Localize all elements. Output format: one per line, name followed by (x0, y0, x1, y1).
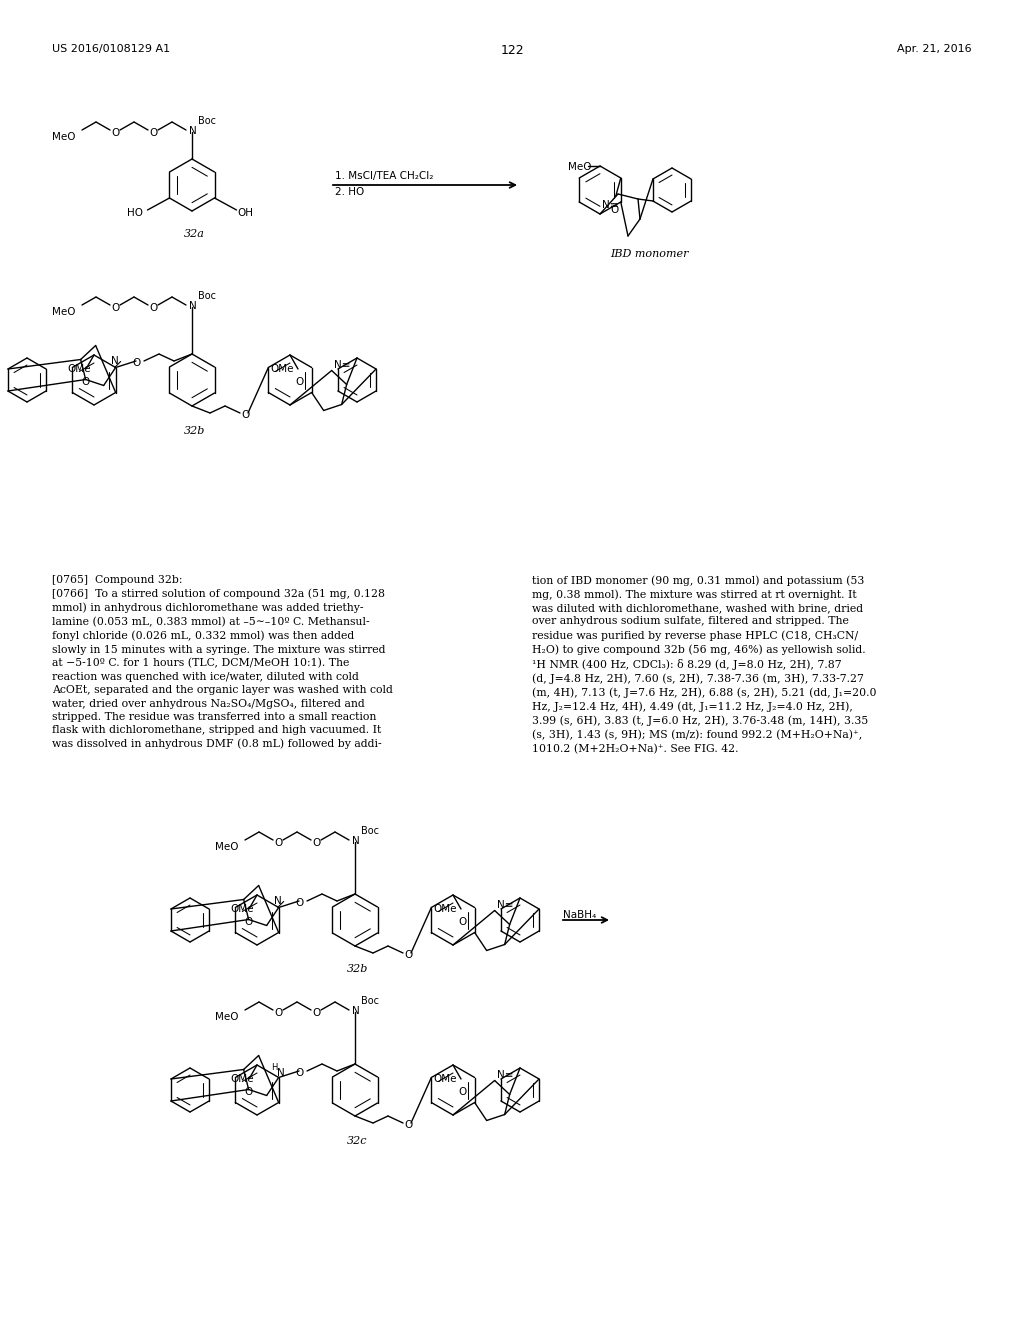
Text: H: H (270, 1064, 278, 1072)
Text: O: O (404, 950, 413, 960)
Text: N: N (273, 895, 282, 906)
Text: [0765]  Compound 32b:
[0766]  To a stirred solution of compound 32a (51 mg, 0.12: [0765] Compound 32b: [0766] To a stirred… (52, 576, 393, 750)
Text: N: N (189, 125, 197, 136)
Text: MeO: MeO (52, 308, 76, 317)
Text: O: O (111, 304, 119, 313)
Text: 122: 122 (500, 44, 524, 57)
Text: NaBH₄: NaBH₄ (563, 909, 596, 920)
Text: OMe: OMe (68, 364, 91, 375)
Text: IBD monomer: IBD monomer (610, 249, 688, 259)
Text: N: N (276, 1068, 285, 1077)
Text: O: O (458, 1086, 466, 1097)
Text: O: O (150, 304, 158, 313)
Text: O: O (274, 838, 283, 847)
Text: N: N (189, 301, 197, 312)
Text: O: O (312, 838, 321, 847)
Text: O: O (132, 358, 140, 368)
Text: OMe: OMe (230, 1074, 254, 1085)
Text: US 2016/0108129 A1: US 2016/0108129 A1 (52, 44, 170, 54)
Text: O: O (312, 1008, 321, 1018)
Text: O: O (458, 917, 466, 927)
Text: O: O (295, 378, 303, 387)
Text: Boc: Boc (198, 116, 216, 125)
Text: OMe: OMe (433, 904, 457, 915)
Text: Apr. 21, 2016: Apr. 21, 2016 (897, 44, 972, 54)
Text: 32b: 32b (184, 426, 206, 436)
Text: O: O (295, 1068, 303, 1078)
Text: 32b: 32b (347, 964, 369, 974)
Text: N≡: N≡ (497, 1071, 513, 1081)
Text: Boc: Boc (361, 997, 379, 1006)
Text: 32c: 32c (347, 1137, 368, 1146)
Text: N: N (111, 355, 119, 366)
Text: N≡: N≡ (334, 360, 350, 371)
Text: OMe: OMe (230, 904, 254, 915)
Text: O: O (244, 917, 252, 927)
Text: O: O (241, 411, 249, 420)
Text: O: O (150, 128, 158, 139)
Text: N: N (352, 1006, 359, 1016)
Text: OMe: OMe (433, 1074, 457, 1085)
Text: O: O (244, 1086, 252, 1097)
Text: O: O (81, 378, 89, 387)
Text: OH: OH (238, 209, 254, 218)
Text: O: O (295, 898, 303, 908)
Text: MeO: MeO (215, 1012, 239, 1022)
Text: tion of IBD monomer (90 mg, 0.31 mmol) and potassium (53
mg, 0.38 mmol). The mix: tion of IBD monomer (90 mg, 0.31 mmol) a… (532, 576, 877, 754)
Text: O: O (111, 128, 119, 139)
Text: MeO: MeO (52, 132, 76, 143)
Text: Boc: Boc (361, 826, 379, 836)
Text: Boc: Boc (198, 290, 216, 301)
Text: MeO: MeO (215, 842, 239, 851)
Text: O: O (404, 1119, 413, 1130)
Text: 1. MsCl/TEA CH₂Cl₂: 1. MsCl/TEA CH₂Cl₂ (335, 172, 433, 181)
Text: O: O (610, 205, 620, 215)
Text: 32a: 32a (184, 228, 205, 239)
Text: MeO: MeO (568, 162, 592, 172)
Text: N: N (352, 836, 359, 846)
Text: HO: HO (127, 209, 143, 218)
Text: O: O (274, 1008, 283, 1018)
Text: 2. HO: 2. HO (335, 187, 365, 197)
Text: N≡: N≡ (497, 900, 513, 911)
Text: N≡: N≡ (602, 201, 618, 210)
Text: OMe: OMe (270, 364, 294, 375)
